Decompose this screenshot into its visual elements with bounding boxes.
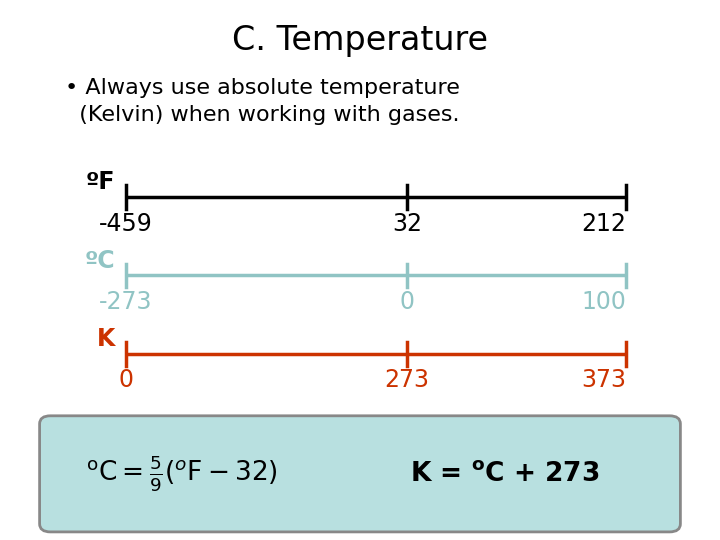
- Text: • Always use absolute temperature: • Always use absolute temperature: [65, 78, 459, 98]
- Text: -459: -459: [99, 212, 153, 235]
- Text: K: K: [96, 327, 115, 351]
- Text: 273: 273: [384, 368, 429, 392]
- Text: 212: 212: [582, 212, 626, 235]
- Text: (Kelvin) when working with gases.: (Kelvin) when working with gases.: [65, 105, 459, 125]
- Text: ºC: ºC: [84, 249, 115, 273]
- FancyBboxPatch shape: [40, 416, 680, 532]
- Text: 373: 373: [582, 368, 626, 392]
- Text: K = $\mathregular{^o}$C + 273: K = $\mathregular{^o}$C + 273: [410, 461, 599, 487]
- Text: 0: 0: [400, 290, 414, 314]
- Text: $\mathregular{^oC} = \frac{5}{9}(^o\mathregular{F}-32)$: $\mathregular{^oC} = \frac{5}{9}(^o\math…: [86, 454, 278, 494]
- Text: 32: 32: [392, 212, 422, 235]
- Text: 100: 100: [582, 290, 626, 314]
- Text: C. Temperature: C. Temperature: [232, 24, 488, 57]
- Text: 0: 0: [119, 368, 133, 392]
- Text: ºF: ºF: [86, 171, 115, 194]
- Text: -273: -273: [99, 290, 153, 314]
